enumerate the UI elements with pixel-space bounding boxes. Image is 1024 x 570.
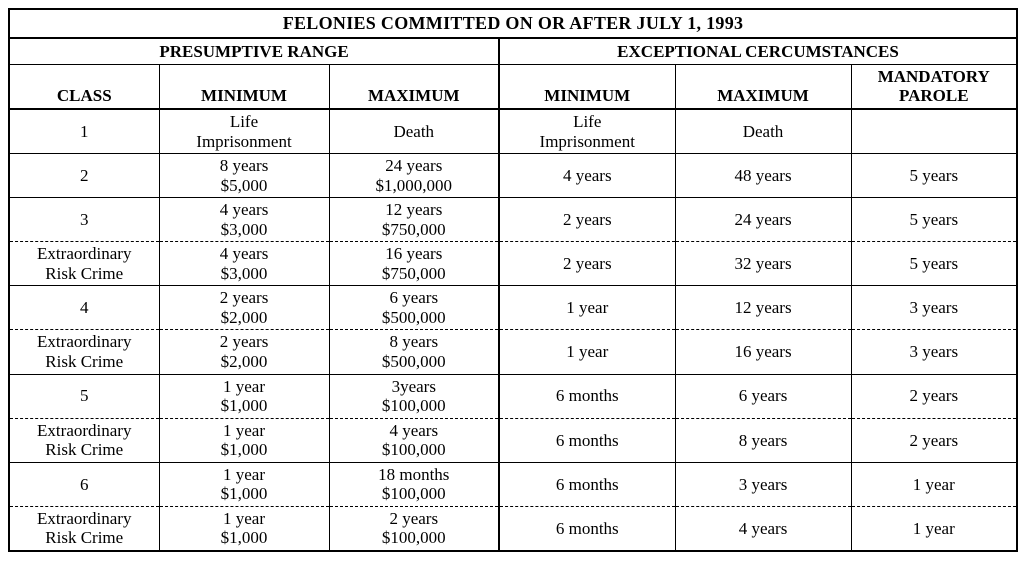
cell-parole: 2 years xyxy=(851,374,1017,418)
cell-pmax: 12 years$750,000 xyxy=(329,198,499,242)
cell-pmin: 2 years$2,000 xyxy=(159,286,329,330)
cell-emax: 24 years xyxy=(675,198,851,242)
cell-pmax: 8 years$500,000 xyxy=(329,330,499,374)
header-exceptional: EXCEPTIONAL CERCUMSTANCES xyxy=(499,38,1017,65)
cell-emin: 6 months xyxy=(499,462,675,506)
table-row: 2 8 years$5,000 24 years$1,000,000 4 yea… xyxy=(9,154,1017,198)
cell-pmin: 1 year$1,000 xyxy=(159,418,329,462)
col-emax-label: MAXIMUM xyxy=(717,86,809,105)
cell-class: ExtraordinaryRisk Crime xyxy=(9,418,159,462)
cell-class: 5 xyxy=(9,374,159,418)
cell-emax: 4 years xyxy=(675,506,851,551)
cell-parole: 5 years xyxy=(851,154,1017,198)
cell-pmin: 8 years$5,000 xyxy=(159,154,329,198)
cell-pmax: 4 years$100,000 xyxy=(329,418,499,462)
cell-pmax: 3years$100,000 xyxy=(329,374,499,418)
table-row: ExtraordinaryRisk Crime 1 year$1,000 4 y… xyxy=(9,418,1017,462)
cell-pmax: 24 years$1,000,000 xyxy=(329,154,499,198)
cell-class: 4 xyxy=(9,286,159,330)
cell-emin: 1 year xyxy=(499,286,675,330)
header-presumptive: PRESUMPTIVE RANGE xyxy=(9,38,499,65)
cell-emax: 12 years xyxy=(675,286,851,330)
cell-pmin: 4 years$3,000 xyxy=(159,198,329,242)
col-parole: MANDATORY PAROLE xyxy=(851,64,1017,109)
cell-parole: 3 years xyxy=(851,286,1017,330)
col-emin-label: MINIMUM xyxy=(544,86,630,105)
cell-emin: 1 year xyxy=(499,330,675,374)
table-row: 4 2 years$2,000 6 years$500,000 1 year 1… xyxy=(9,286,1017,330)
cell-emin: 2 years xyxy=(499,198,675,242)
table-title: FELONIES COMMITTED ON OR AFTER JULY 1, 1… xyxy=(9,9,1017,38)
table-row: ExtraordinaryRisk Crime 2 years$2,000 8 … xyxy=(9,330,1017,374)
cell-pmin: 1 year$1,000 xyxy=(159,462,329,506)
cell-emax: 6 years xyxy=(675,374,851,418)
col-emax: MAXIMUM xyxy=(675,64,851,109)
cell-parole: 1 year xyxy=(851,462,1017,506)
col-parole-l1: MANDATORY xyxy=(878,67,990,86)
cell-parole: 1 year xyxy=(851,506,1017,551)
cell-parole: 3 years xyxy=(851,330,1017,374)
table-row: 1 LifeImprisonment Death LifeImprisonmen… xyxy=(9,109,1017,154)
table-row: 6 1 year$1,000 18 months$100,000 6 month… xyxy=(9,462,1017,506)
cell-class: 1 xyxy=(9,109,159,154)
cell-emax: 48 years xyxy=(675,154,851,198)
cell-class: ExtraordinaryRisk Crime xyxy=(9,506,159,551)
table-row: 3 4 years$3,000 12 years$750,000 2 years… xyxy=(9,198,1017,242)
table-row: ExtraordinaryRisk Crime 4 years$3,000 16… xyxy=(9,242,1017,286)
cell-class: 3 xyxy=(9,198,159,242)
col-class: CLASS xyxy=(9,64,159,109)
felony-sentencing-table: FELONIES COMMITTED ON OR AFTER JULY 1, 1… xyxy=(8,8,1018,552)
cell-pmax: 18 months$100,000 xyxy=(329,462,499,506)
cell-pmin: 2 years$2,000 xyxy=(159,330,329,374)
cell-class: 6 xyxy=(9,462,159,506)
col-pmin: MINIMUM xyxy=(159,64,329,109)
cell-emax: 16 years xyxy=(675,330,851,374)
cell-parole xyxy=(851,109,1017,154)
cell-emax: 32 years xyxy=(675,242,851,286)
col-class-label: CLASS xyxy=(57,86,112,105)
cell-pmin: 1 year$1,000 xyxy=(159,506,329,551)
cell-class: ExtraordinaryRisk Crime xyxy=(9,330,159,374)
cell-emax: 3 years xyxy=(675,462,851,506)
cell-emin: LifeImprisonment xyxy=(499,109,675,154)
col-pmax: MAXIMUM xyxy=(329,64,499,109)
cell-emax: 8 years xyxy=(675,418,851,462)
cell-parole: 5 years xyxy=(851,242,1017,286)
table-row: 5 1 year$1,000 3years$100,000 6 months 6… xyxy=(9,374,1017,418)
cell-emin: 2 years xyxy=(499,242,675,286)
cell-pmin: LifeImprisonment xyxy=(159,109,329,154)
cell-pmin: 4 years$3,000 xyxy=(159,242,329,286)
cell-emin: 6 months xyxy=(499,506,675,551)
col-parole-l2: PAROLE xyxy=(899,86,969,105)
col-pmax-label: MAXIMUM xyxy=(368,86,460,105)
cell-pmax: 6 years$500,000 xyxy=(329,286,499,330)
cell-emin: 4 years xyxy=(499,154,675,198)
cell-pmax: 16 years$750,000 xyxy=(329,242,499,286)
cell-class: 2 xyxy=(9,154,159,198)
col-emin: MINIMUM xyxy=(499,64,675,109)
col-pmin-label: MINIMUM xyxy=(201,86,287,105)
cell-emin: 6 months xyxy=(499,374,675,418)
cell-parole: 5 years xyxy=(851,198,1017,242)
cell-class: ExtraordinaryRisk Crime xyxy=(9,242,159,286)
cell-pmax: Death xyxy=(329,109,499,154)
table-row: ExtraordinaryRisk Crime 1 year$1,000 2 y… xyxy=(9,506,1017,551)
cell-emax: Death xyxy=(675,109,851,154)
cell-emin: 6 months xyxy=(499,418,675,462)
cell-parole: 2 years xyxy=(851,418,1017,462)
cell-pmin: 1 year$1,000 xyxy=(159,374,329,418)
cell-pmax: 2 years$100,000 xyxy=(329,506,499,551)
